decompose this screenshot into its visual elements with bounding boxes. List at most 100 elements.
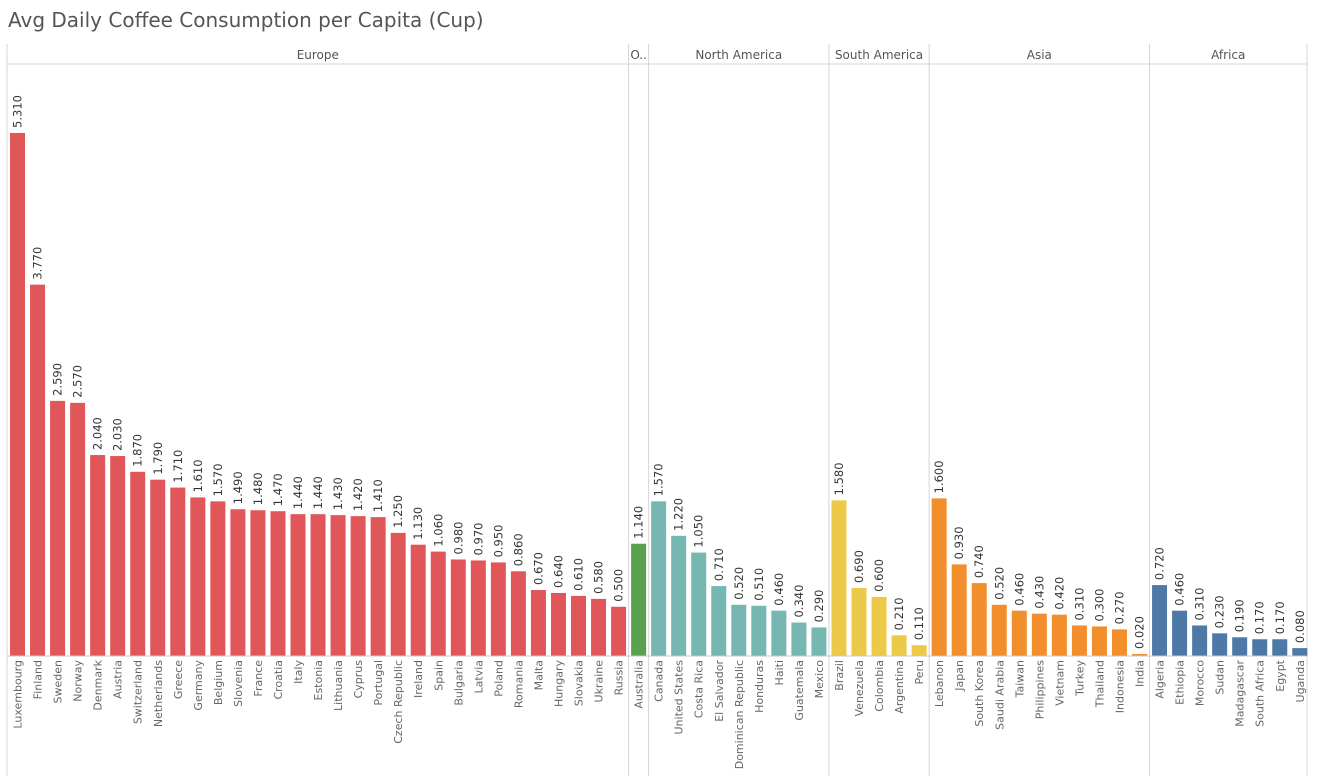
category-label: Algeria <box>1154 660 1167 699</box>
category-label: Philippines <box>1033 660 1046 720</box>
bar <box>731 604 747 656</box>
bar <box>991 604 1007 656</box>
category-label: Haiti <box>773 660 786 685</box>
category-label: Cyprus <box>352 660 365 699</box>
bar <box>130 471 146 656</box>
value-label: 1.420 <box>351 478 365 511</box>
value-label: 0.310 <box>1072 588 1086 621</box>
category-label: Dominican Republic <box>733 660 746 769</box>
category-label: Greece <box>172 660 185 699</box>
bar <box>1252 639 1268 656</box>
category-label: Vietnam <box>1053 660 1066 706</box>
category-label: Slovakia <box>573 660 586 706</box>
category-label: Belgium <box>212 660 225 705</box>
category-label: Australia <box>633 660 646 709</box>
bar <box>671 535 687 656</box>
category-label: Canada <box>653 660 666 702</box>
bar <box>931 498 947 656</box>
value-label: 0.340 <box>792 585 806 618</box>
value-label: 0.500 <box>612 569 626 602</box>
bar <box>350 516 366 656</box>
category-label: Estonia <box>312 660 325 701</box>
category-label: India <box>1134 660 1147 687</box>
value-label: 0.430 <box>1032 576 1046 609</box>
category-label: Honduras <box>753 660 766 713</box>
value-label: 0.970 <box>471 523 485 556</box>
category-label: Japan <box>953 660 966 692</box>
bar <box>1152 585 1168 656</box>
category-label: Poland <box>492 660 505 697</box>
category-label: Turkey <box>1073 660 1086 697</box>
bar <box>631 543 647 656</box>
bar <box>10 132 25 657</box>
bar <box>510 571 526 656</box>
category-label: Brazil <box>833 660 846 691</box>
category-label: Lithuania <box>332 660 345 711</box>
value-label: 2.040 <box>91 417 105 450</box>
bar <box>470 560 486 656</box>
category-label: Indonesia <box>1113 660 1126 713</box>
value-label: 1.710 <box>171 450 185 483</box>
value-label: 0.210 <box>892 597 906 630</box>
category-label: Norway <box>72 660 85 702</box>
category-label: Spain <box>432 660 445 691</box>
category-label: Ethiopia <box>1174 660 1187 705</box>
value-label: 1.050 <box>692 515 706 548</box>
category-label: Italy <box>292 660 305 684</box>
value-label: 0.170 <box>1253 601 1267 634</box>
value-label: 1.410 <box>371 479 385 512</box>
bar <box>1071 625 1087 656</box>
bar <box>230 509 246 656</box>
value-label: 2.590 <box>51 363 65 396</box>
bar <box>651 501 667 656</box>
bar <box>1051 614 1067 656</box>
category-label: Argentina <box>893 660 906 714</box>
category-label: Sudan <box>1214 660 1227 695</box>
value-label: 2.030 <box>111 418 125 451</box>
value-label: 1.870 <box>131 434 145 467</box>
category-label: Latvia <box>472 660 485 694</box>
category-label: Switzerland <box>132 660 145 724</box>
bar <box>751 605 767 656</box>
bar <box>791 622 807 656</box>
value-label: 0.460 <box>1012 573 1026 606</box>
bar <box>430 551 446 656</box>
bar <box>811 627 827 656</box>
value-label: 1.130 <box>411 507 425 540</box>
bar <box>571 595 587 656</box>
value-label: 0.640 <box>551 555 565 588</box>
value-label: 0.290 <box>812 589 826 622</box>
group-header-north-america: North America <box>695 48 782 62</box>
category-label: Bulgaria <box>452 660 465 706</box>
value-label: 0.020 <box>1133 616 1147 649</box>
value-label: 0.190 <box>1233 599 1247 632</box>
bar <box>330 515 346 656</box>
bar <box>390 532 406 656</box>
category-label: United States <box>673 660 686 735</box>
value-label: 0.520 <box>992 567 1006 600</box>
category-label: Ireland <box>412 660 425 698</box>
bar <box>450 559 466 656</box>
value-label: 0.420 <box>1052 577 1066 610</box>
value-label: 2.570 <box>71 365 85 398</box>
value-label: 1.480 <box>251 472 265 505</box>
value-label: 0.080 <box>1293 610 1307 643</box>
bar <box>1111 629 1127 656</box>
bar <box>150 479 166 656</box>
category-label: El Salvador <box>713 660 726 722</box>
bar <box>310 514 326 656</box>
value-label: 0.710 <box>712 548 726 581</box>
bar <box>410 544 426 656</box>
bar <box>30 284 46 656</box>
category-label: Croatia <box>272 660 285 700</box>
category-label: Romania <box>512 660 525 708</box>
bar <box>50 400 66 656</box>
bar <box>490 562 506 656</box>
category-label: Malta <box>532 660 545 690</box>
value-label: 1.470 <box>271 473 285 506</box>
bar <box>1232 637 1248 656</box>
bar <box>270 511 286 656</box>
value-label: 0.930 <box>952 526 966 559</box>
bar <box>550 592 566 656</box>
group-header-europe: Europe <box>297 48 339 62</box>
